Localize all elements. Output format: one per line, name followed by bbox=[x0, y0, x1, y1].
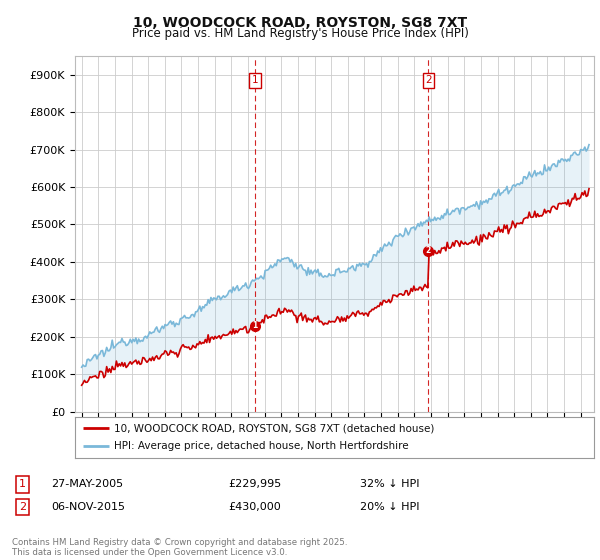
Text: HPI: Average price, detached house, North Hertfordshire: HPI: Average price, detached house, Nort… bbox=[114, 441, 409, 451]
Text: 10, WOODCOCK ROAD, ROYSTON, SG8 7XT (detached house): 10, WOODCOCK ROAD, ROYSTON, SG8 7XT (det… bbox=[114, 423, 434, 433]
Text: 32% ↓ HPI: 32% ↓ HPI bbox=[360, 479, 419, 489]
Text: 1: 1 bbox=[252, 321, 257, 330]
Text: Price paid vs. HM Land Registry's House Price Index (HPI): Price paid vs. HM Land Registry's House … bbox=[131, 27, 469, 40]
Text: £430,000: £430,000 bbox=[228, 502, 281, 512]
Text: Contains HM Land Registry data © Crown copyright and database right 2025.
This d: Contains HM Land Registry data © Crown c… bbox=[12, 538, 347, 557]
Text: 2: 2 bbox=[425, 76, 432, 85]
Text: 2: 2 bbox=[426, 246, 431, 255]
Text: 27-MAY-2005: 27-MAY-2005 bbox=[51, 479, 123, 489]
Text: 10, WOODCOCK ROAD, ROYSTON, SG8 7XT: 10, WOODCOCK ROAD, ROYSTON, SG8 7XT bbox=[133, 16, 467, 30]
Text: 20% ↓ HPI: 20% ↓ HPI bbox=[360, 502, 419, 512]
Text: 1: 1 bbox=[19, 479, 26, 489]
Text: 2: 2 bbox=[19, 502, 26, 512]
Text: £229,995: £229,995 bbox=[228, 479, 281, 489]
Text: 06-NOV-2015: 06-NOV-2015 bbox=[51, 502, 125, 512]
Text: 1: 1 bbox=[251, 76, 258, 85]
